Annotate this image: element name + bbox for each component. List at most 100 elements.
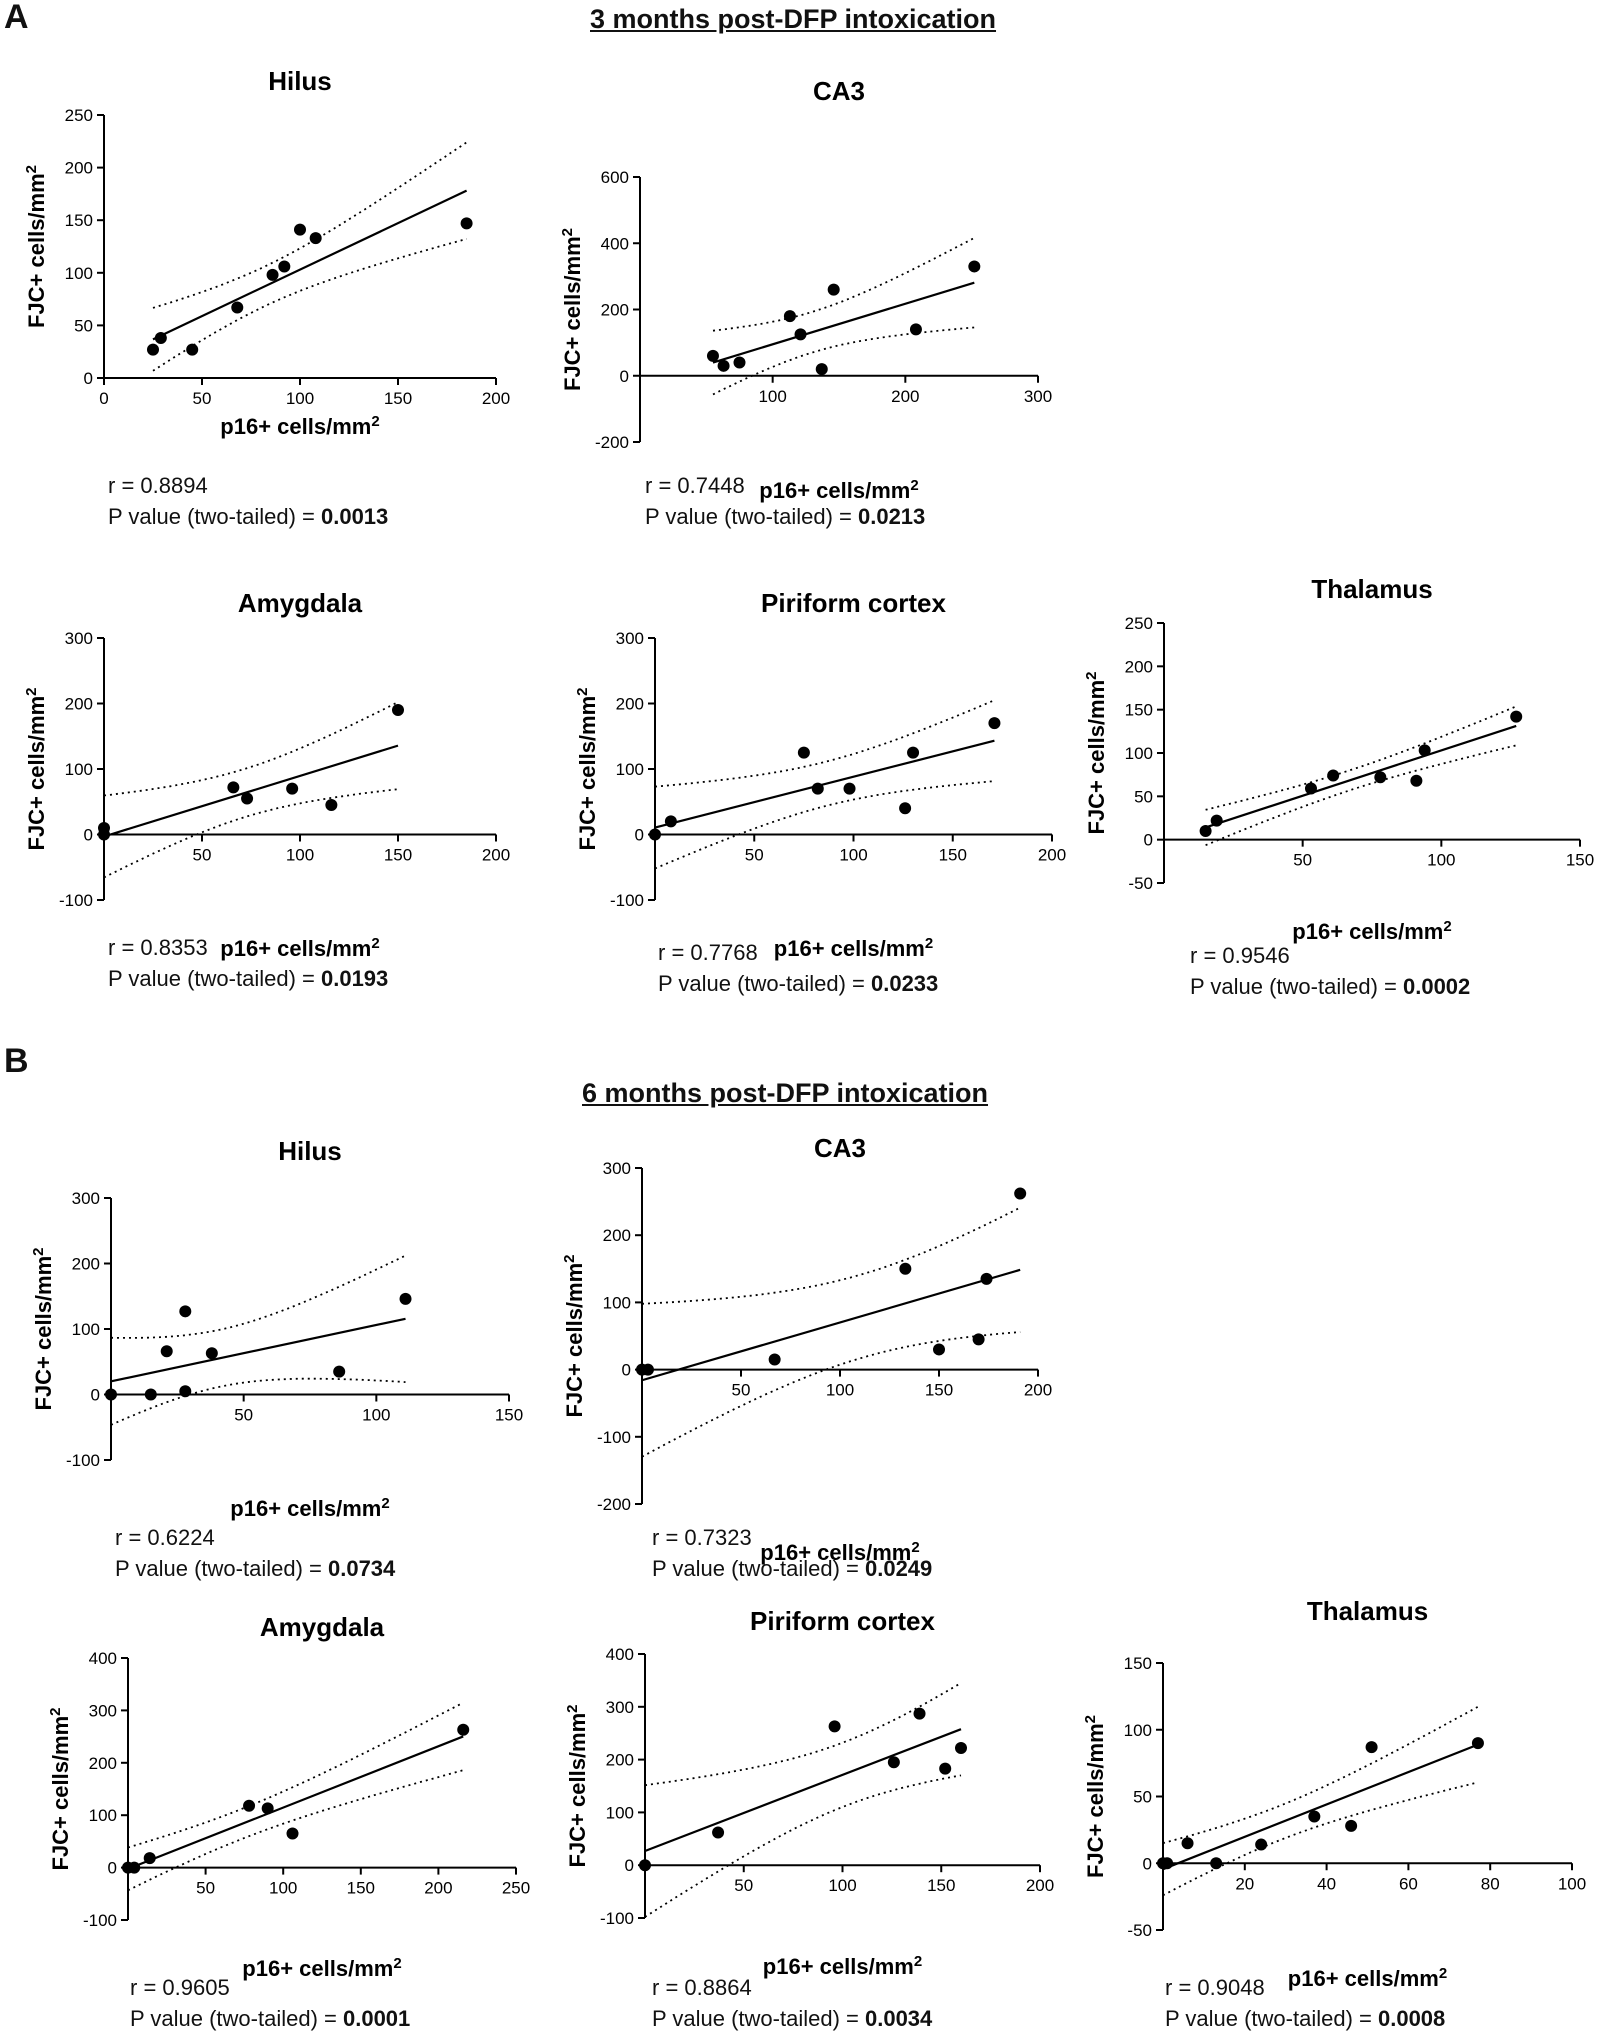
section-title-6-months: 6 months post-DFP intoxication [582, 1078, 989, 1108]
x-tick-label: 50 [1293, 851, 1312, 870]
data-point [457, 1723, 470, 1736]
data-point [147, 343, 159, 356]
regression-line [712, 281, 975, 364]
y-tick-label: 0 [91, 1386, 100, 1405]
r-value: r = 0.6224 [115, 1525, 215, 1550]
data-point [144, 1388, 157, 1401]
plot-6m-piriform: Piriform cortex -100 0 100 200 300 400 50 100 150… [564, 1606, 1055, 1979]
r-value: r = 0.7448 [645, 473, 745, 498]
confidence-band-upper [1162, 1706, 1479, 1844]
y-tick-label: 200 [65, 159, 93, 178]
x-axis-label: p16+ cells/mm2 [774, 935, 933, 962]
data-point [1181, 1837, 1194, 1850]
x-tick-label: 100 [269, 1879, 297, 1898]
data-point [717, 359, 730, 372]
stats-3m-amygdala: r = 0.8353 P value (two-tailed) = 0.0193 [108, 932, 388, 994]
y-tick-label: -200 [597, 1495, 631, 1514]
x-tick-label: 200 [482, 846, 510, 865]
data-point [972, 1333, 985, 1346]
data-point [980, 1272, 993, 1285]
x-axis-label: p16+ cells/mm2 [242, 1955, 401, 1982]
p-value: 0.0034 [864, 2006, 933, 2031]
data-point [179, 1385, 192, 1398]
y-tick-label: 400 [601, 234, 629, 253]
data-point [1161, 1857, 1174, 1870]
plot-title: Hilus [268, 66, 332, 96]
x-tick-label: 50 [745, 846, 764, 865]
data-point [1365, 1741, 1378, 1754]
y-axis-label: FJC+ cells/mm2 [574, 687, 601, 850]
data-point [797, 746, 810, 759]
data-point [1255, 1838, 1268, 1851]
data-point [939, 1762, 952, 1775]
data-point [460, 217, 473, 230]
data-point [1418, 744, 1431, 757]
x-tick-label: 50 [732, 1381, 751, 1400]
r-value: r = 0.9048 [1165, 1975, 1265, 2000]
plot-title: CA3 [814, 1133, 866, 1163]
y-tick-label: 0 [108, 1859, 117, 1878]
y-tick-label: 50 [1133, 1788, 1152, 1807]
data-point [1471, 1737, 1484, 1750]
data-point [227, 781, 240, 794]
data-point [1199, 825, 1212, 837]
y-tick-label: 0 [625, 1856, 634, 1875]
r-value: r = 0.8353 [108, 935, 208, 960]
y-tick-label: 100 [72, 1320, 100, 1339]
y-tick-label: 0 [622, 1361, 631, 1380]
y-axis-label: FJC+ cells/mm2 [47, 1707, 74, 1870]
y-tick-label: 100 [616, 760, 644, 779]
x-tick-label: 50 [193, 389, 212, 408]
x-tick-label: 200 [1024, 1381, 1052, 1400]
data-point [286, 1827, 299, 1840]
x-axis-label: p16+ cells/mm2 [1288, 1965, 1447, 1992]
x-tick-label: 100 [839, 846, 867, 865]
p-label: P value (two-tailed) = [1165, 2006, 1378, 2031]
y-tick-label: -200 [595, 433, 629, 452]
x-axis-label: p16+ cells/mm2 [763, 1953, 922, 1980]
y-tick-label: 100 [1125, 744, 1153, 763]
data-point [933, 1343, 945, 1356]
y-axis-label: FJC+ cells/mm2 [30, 1247, 57, 1410]
p-value: 0.0008 [1377, 2006, 1446, 2031]
y-tick-label: -100 [610, 891, 644, 910]
p-value: 0.0001 [342, 2006, 411, 2031]
data-point [98, 821, 110, 834]
x-tick-label: 50 [734, 1876, 753, 1895]
y-tick-label: 300 [72, 1189, 100, 1208]
y-axis-label: FJC+ cells/mm2 [23, 687, 50, 850]
confidence-band-upper [654, 699, 995, 788]
y-tick-label: 200 [1125, 657, 1153, 676]
confidence-band-upper [1205, 705, 1517, 811]
confidence-band-lower [152, 238, 467, 372]
data-point [309, 232, 322, 245]
p-value: 0.0249 [864, 1556, 933, 1581]
p-value: 0.0213 [857, 504, 926, 529]
x-axis-label: p16+ cells/mm2 [230, 1495, 389, 1522]
data-point [988, 717, 1001, 730]
r-value: r = 0.8864 [652, 1975, 752, 2000]
y-tick-label: 200 [89, 1754, 117, 1773]
regression-line [641, 1268, 1021, 1382]
data-point [815, 363, 828, 376]
regression-line [103, 744, 399, 838]
y-tick-label: 300 [603, 1159, 631, 1178]
data-point [913, 1707, 926, 1720]
y-tick-label: 0 [84, 826, 93, 845]
x-tick-label: 100 [758, 387, 786, 406]
y-tick-label: 200 [72, 1255, 100, 1274]
regression-line [654, 739, 995, 829]
y-tick-label: -100 [597, 1428, 631, 1447]
data-point [278, 260, 291, 273]
x-axis-label: p16+ cells/mm2 [220, 935, 379, 962]
stats-6m-hilus: r = 0.6224 P value (two-tailed) = 0.0734 [115, 1522, 395, 1584]
x-tick-label: 150 [384, 389, 412, 408]
plot-3m-amygdala: Amygdala -100 0 100 200 300 50 100 150 200 p16+ ce… [23, 588, 511, 961]
x-tick-label: 100 [1427, 851, 1455, 870]
plot-title: Thalamus [1307, 1596, 1428, 1626]
x-tick-label: 300 [1024, 387, 1052, 406]
data-point [205, 1347, 218, 1360]
y-tick-label: -100 [600, 1909, 634, 1928]
data-point [887, 1756, 900, 1769]
x-tick-label: 50 [196, 1879, 215, 1898]
